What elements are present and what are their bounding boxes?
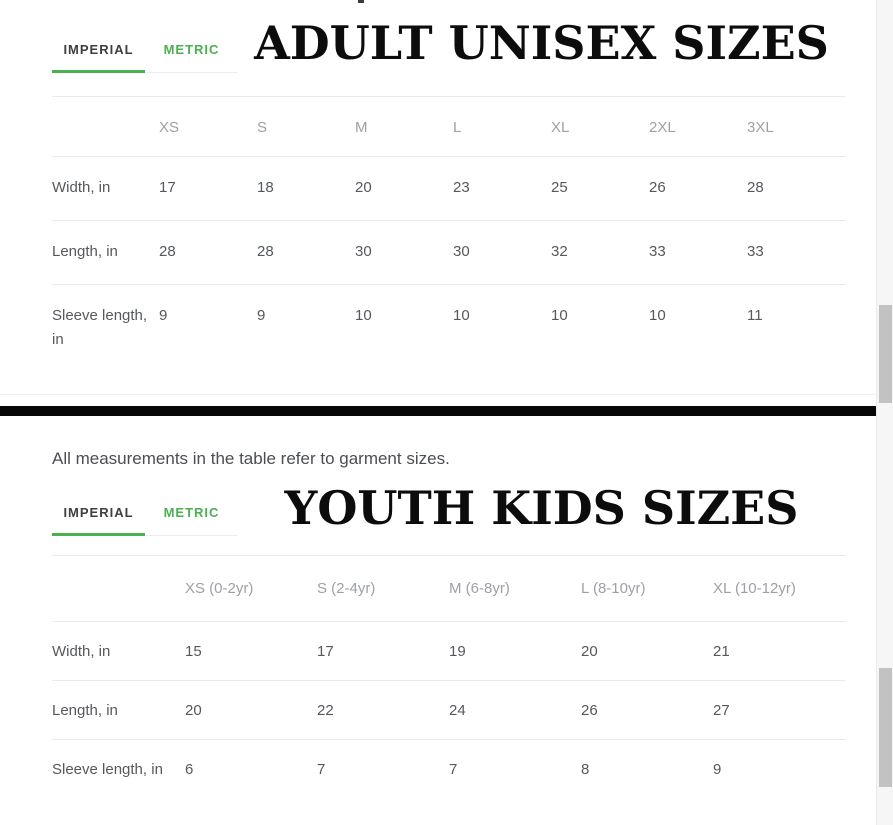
adult-unit-tabs: IMPERIAL METRIC: [52, 42, 238, 73]
table-row-width: Width, in 17 18 20 23 25 26 28: [52, 156, 845, 221]
table-cell: 30: [453, 220, 551, 285]
table-cell: 8: [581, 761, 590, 778]
table-cell: 9: [713, 761, 722, 778]
table-cell: 10: [649, 307, 666, 324]
table-cell: 17: [159, 156, 257, 221]
table-cell: 26: [649, 156, 747, 221]
table-cell: 9: [159, 307, 168, 324]
youth-size-table: XS (0-2yr) S (2-4yr) M (6-8yr) L (8-10yr…: [52, 555, 845, 798]
column-header: 2XL: [649, 96, 747, 157]
table-cell: 15: [185, 621, 317, 681]
corner-cell: [52, 555, 185, 622]
table-cell: 27: [713, 680, 845, 740]
row-label: Width, in: [52, 621, 185, 681]
table-cell: 17: [317, 621, 449, 681]
table-cell: 26: [581, 680, 713, 740]
column-header: XL: [551, 96, 649, 157]
table-cell: 32: [551, 220, 649, 285]
table-cell: 6: [185, 761, 194, 778]
tab-metric[interactable]: METRIC: [145, 42, 238, 73]
table-cell: 20: [185, 680, 317, 740]
column-header: XL (10-12yr): [713, 555, 845, 622]
table-row-length: Length, in 20 22 24 26 27: [52, 680, 845, 740]
table-row-sleeve-length: Sleeve length, in 6 7 7 8 9: [52, 740, 845, 799]
column-header: M (6-8yr): [449, 555, 581, 622]
corner-cell: [52, 96, 159, 157]
table-cell: 30: [355, 220, 453, 285]
adult-sizes-section: IMPERIAL METRIC ADULT UNISEX SIZES XS S …: [0, 0, 893, 395]
column-header: L: [453, 96, 551, 157]
table-cell: 10: [551, 307, 568, 324]
scrollbar-thumb[interactable]: [879, 668, 892, 787]
row-label: Length, in: [52, 680, 185, 740]
row-label: Sleeve length, in: [52, 307, 148, 348]
tab-metric[interactable]: METRIC: [145, 505, 238, 536]
measurements-note: All measurements in the table refer to g…: [52, 449, 450, 468]
column-header: S: [257, 96, 355, 157]
table-cell: 33: [747, 220, 845, 285]
table-cell: 20: [355, 156, 453, 221]
youth-sizes-section: All measurements in the table refer to g…: [0, 416, 893, 825]
table-cell: 11: [747, 307, 763, 324]
column-header: XS (0-2yr): [185, 555, 317, 622]
adult-header-row: XS S M L XL 2XL 3XL: [52, 96, 845, 157]
youth-header-row: XS (0-2yr) S (2-4yr) M (6-8yr) L (8-10yr…: [52, 555, 845, 622]
column-header: L (8-10yr): [581, 555, 713, 622]
table-cell: 19: [449, 621, 581, 681]
adult-section-header: IMPERIAL METRIC ADULT UNISEX SIZES: [52, 16, 845, 96]
scrollbar-thumb[interactable]: [879, 305, 892, 403]
table-cell: 28: [747, 156, 845, 221]
table-cell: 21: [713, 621, 845, 681]
column-header: S (2-4yr): [317, 555, 449, 622]
table-row-width: Width, in 15 17 19 20 21: [52, 621, 845, 681]
adult-section-title: ADULT UNISEX SIZES: [254, 16, 829, 70]
table-cell: 22: [317, 680, 449, 740]
table-cell: 7: [449, 761, 458, 778]
youth-section-header: IMPERIAL METRIC YOUTH KIDS SIZES: [52, 481, 845, 555]
table-row-sleeve-length: Sleeve length, in 9 9 10 10 10 10 11: [52, 285, 845, 373]
tab-imperial[interactable]: IMPERIAL: [52, 505, 145, 536]
scrollbar-track[interactable]: [876, 0, 893, 825]
table-row-length: Length, in 28 28 30 30 32 33 33: [52, 220, 845, 285]
row-label: Sleeve length, in: [52, 761, 163, 778]
youth-unit-tabs: IMPERIAL METRIC: [52, 505, 238, 536]
table-cell: 20: [581, 621, 713, 681]
column-header: 3XL: [747, 96, 845, 157]
table-cell: 24: [449, 680, 581, 740]
table-cell: 28: [257, 220, 355, 285]
table-cell: 18: [257, 156, 355, 221]
table-cell: 25: [551, 156, 649, 221]
table-cell: 33: [649, 220, 747, 285]
youth-section-title: YOUTH KIDS SIZES: [284, 481, 799, 535]
row-label: Width, in: [52, 156, 159, 221]
section-divider-bar: [0, 406, 877, 416]
column-header: M: [355, 96, 453, 157]
column-header: XS: [159, 96, 257, 157]
cutoff-text-artifact: [358, 0, 364, 3]
adult-size-table: XS S M L XL 2XL 3XL Width, in 17 18 20 2…: [52, 96, 845, 372]
table-cell: 10: [453, 307, 470, 324]
tab-imperial[interactable]: IMPERIAL: [52, 42, 145, 73]
table-cell: 28: [159, 220, 257, 285]
table-cell: 9: [257, 307, 266, 324]
table-cell: 23: [453, 156, 551, 221]
table-cell: 7: [317, 761, 326, 778]
table-cell: 10: [355, 307, 372, 324]
row-label: Length, in: [52, 220, 159, 285]
